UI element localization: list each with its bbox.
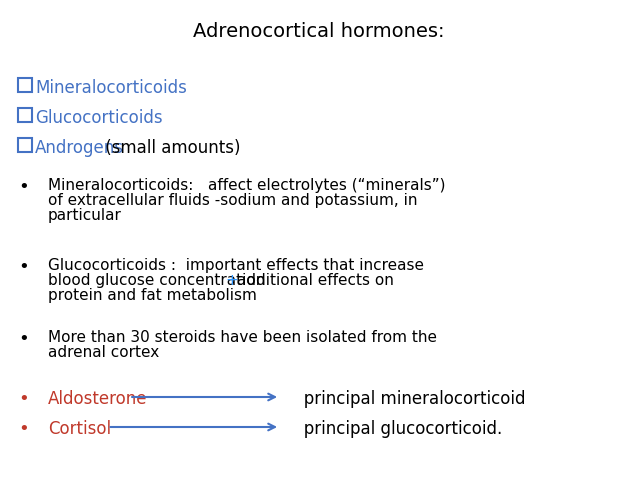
Text: Glucocorticoids :  important effects that increase: Glucocorticoids : important effects that… [48, 258, 424, 273]
Text: •: • [18, 390, 29, 408]
Text: •: • [18, 420, 29, 438]
Text: •: • [18, 258, 29, 276]
Text: Cortisol: Cortisol [48, 420, 111, 438]
Text: Glucocorticoids: Glucocorticoids [35, 109, 163, 127]
Text: (small amounts): (small amounts) [100, 139, 241, 157]
Bar [18, 108, 32, 122]
Text: Mineralocorticoids:   affect electrolytes (“minerals”): Mineralocorticoids: affect electrolytes … [48, 178, 445, 193]
Text: Mineralocorticoids: Mineralocorticoids [35, 79, 187, 97]
Text: +: + [226, 273, 239, 288]
Text: protein and fat metabolism: protein and fat metabolism [48, 288, 257, 303]
Text: of extracellular fluids -sodium and potassium, in: of extracellular fluids -sodium and pota… [48, 193, 417, 208]
Text: additional effects on: additional effects on [232, 273, 394, 288]
Text: Aldosterone: Aldosterone [48, 390, 147, 408]
Text: blood glucose concentration: blood glucose concentration [48, 273, 271, 288]
Text: adrenal cortex: adrenal cortex [48, 345, 160, 360]
Text: •: • [18, 330, 29, 348]
Text: Adrenocortical hormones:: Adrenocortical hormones: [193, 22, 445, 41]
Bar [18, 138, 32, 152]
Text: principal glucocorticoid.: principal glucocorticoid. [288, 420, 502, 438]
Text: More than 30 steroids have been isolated from the: More than 30 steroids have been isolated… [48, 330, 437, 345]
Text: principal mineralocorticoid: principal mineralocorticoid [288, 390, 526, 408]
Text: particular: particular [48, 208, 122, 223]
Text: •: • [18, 178, 29, 196]
Bar [18, 78, 32, 92]
Text: Androgens: Androgens [35, 139, 124, 157]
